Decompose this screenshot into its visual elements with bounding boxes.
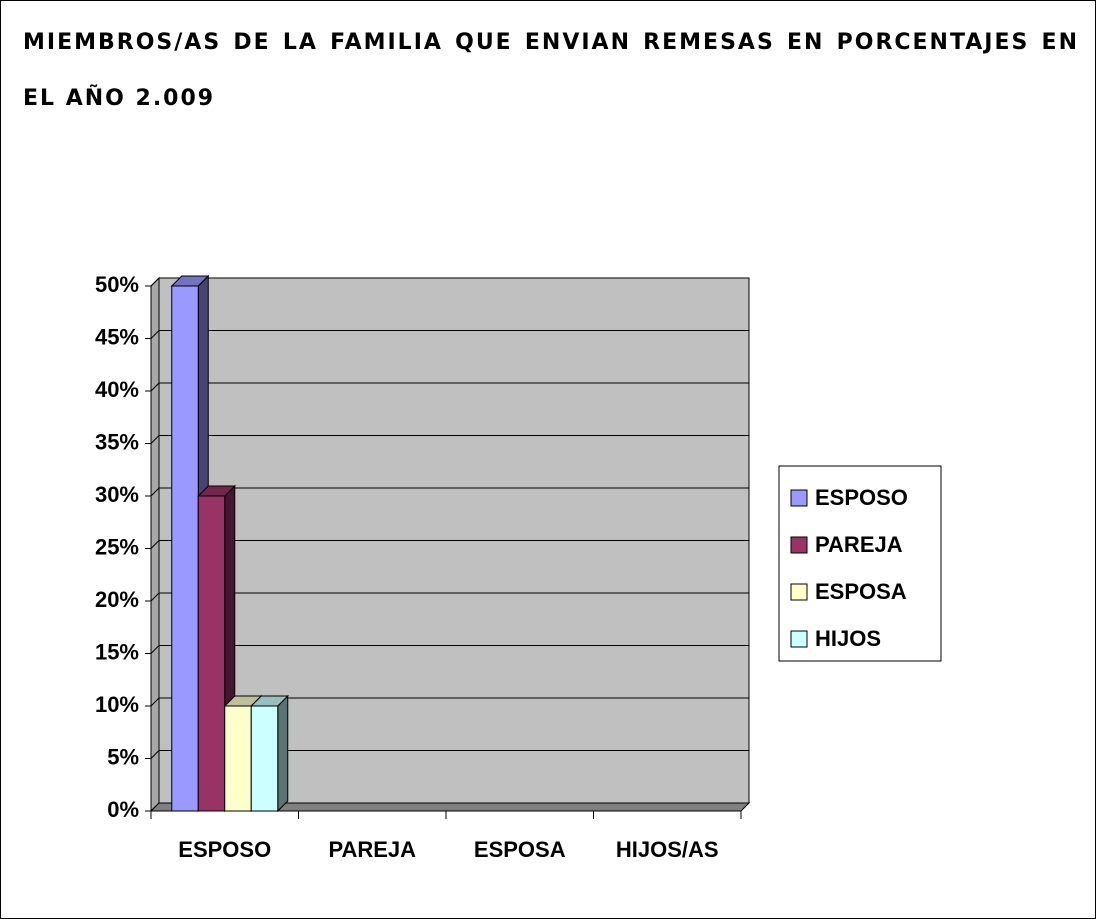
grid-line [150,435,749,444]
legend-swatch [790,583,808,601]
grid-line [150,382,749,392]
grid-line [150,645,749,654]
legend-swatch [790,489,808,507]
legend-label: ESPOSA [815,579,907,604]
bar [224,705,252,812]
y-tick-label: 30% [95,482,139,507]
bar [250,705,279,812]
grid-line [150,487,749,497]
y-tick-label: 25% [95,534,139,559]
y-tick-label: 0% [107,797,139,822]
grid-line [150,592,749,602]
grid-line [150,330,749,339]
bar [197,495,226,812]
grid-line [150,802,749,812]
y-tick-label: 45% [95,324,139,349]
grid-line [150,697,749,707]
grid-line [150,750,749,759]
grid-line [150,540,749,549]
y-tick-label: 15% [95,639,139,664]
chart-title: MIEMBROS/AS DE LA FAMILIA QUE ENVIAN REM… [23,30,1079,111]
bar-side [277,694,289,813]
x-tick-label: HIJOS/AS [616,837,719,862]
x-tick-label: PAREJA [328,837,416,862]
y-tick-label: 35% [95,429,139,454]
bar [171,285,199,812]
x-tick-label: ESPOSA [474,837,566,862]
legend-swatch [790,630,808,648]
y-tick-label: 50% [95,272,139,297]
legend-label: PAREJA [815,532,903,557]
legend-label: HIJOS [815,626,881,651]
x-tick-label: ESPOSO [178,837,271,862]
y-tick-label: 40% [95,377,139,402]
legend-label: ESPOSO [815,485,908,510]
grid-line [150,277,749,287]
y-tick-label: 20% [95,587,139,612]
legend-swatch [790,536,808,554]
y-tick-label: 10% [95,692,139,717]
y-tick-label: 5% [107,744,139,769]
